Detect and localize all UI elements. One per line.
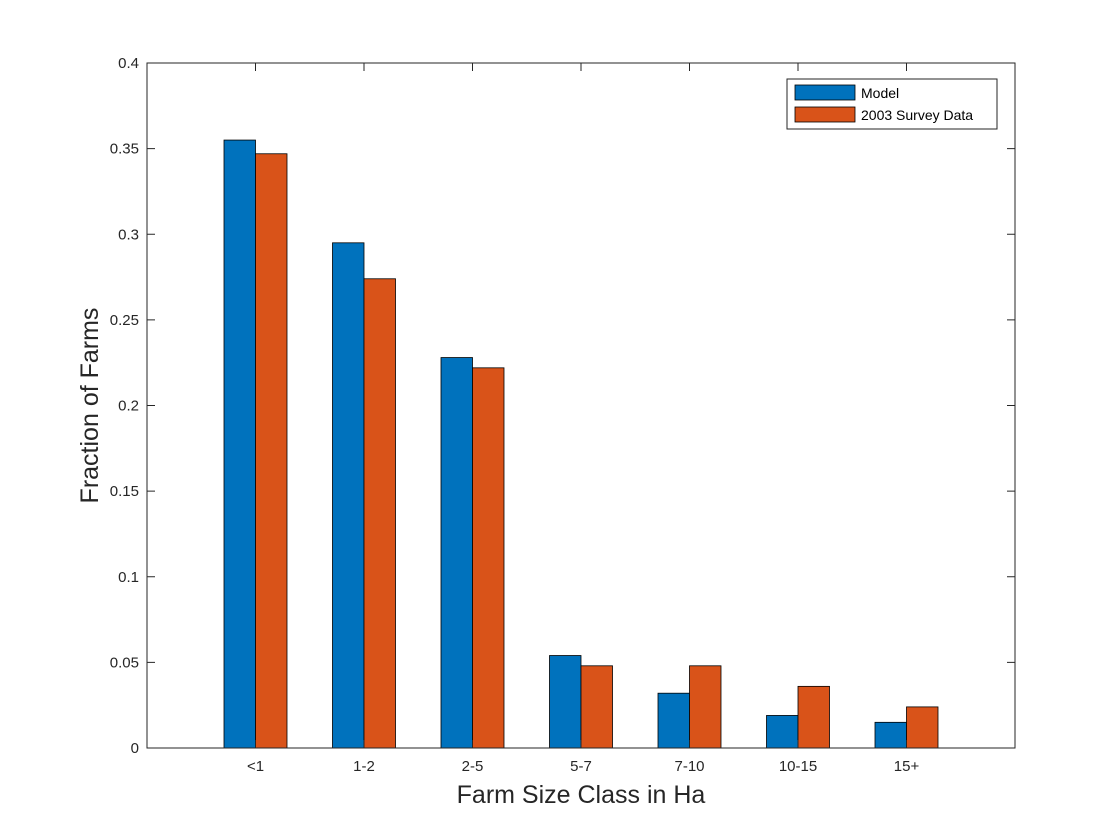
bar-model-6	[874, 721, 907, 749]
x-tick-label: 7-10	[674, 758, 704, 775]
bar-survey-3	[580, 665, 613, 749]
x-tick-label: 10-15	[779, 758, 817, 775]
bar-model-2	[440, 357, 473, 749]
x-tick-label: 2-5	[462, 758, 484, 775]
y-tick-label: 0.35	[110, 141, 139, 158]
x-tick-label: <1	[247, 758, 264, 775]
bar-model-1	[332, 242, 365, 749]
y-tick-label: 0.3	[118, 226, 139, 243]
y-tick-label: 0.25	[110, 312, 139, 329]
bar-model-4	[657, 692, 690, 749]
y-tick-label: 0.2	[118, 398, 139, 415]
x-tick-label: 1-2	[353, 758, 375, 775]
bar-group	[223, 139, 939, 749]
legend: Model 2003 Survey Data	[786, 78, 998, 130]
axis-ticks	[147, 62, 1015, 749]
y-tick-label: 0.1	[118, 569, 139, 586]
axis-tick-labels: 0 0.05 0.1 0.15 0.2 0.25 0.3 0.35 0.4 <1 1-2 2-5 5-7…	[110, 55, 920, 775]
bar-survey-6	[906, 706, 939, 749]
y-axis-title: Fraction of Farms	[76, 308, 104, 504]
legend-swatch-0	[794, 84, 856, 101]
legend-label-1: 2003 Survey Data	[861, 107, 973, 123]
y-tick-label: 0.15	[110, 483, 139, 500]
x-tick-label: 5-7	[570, 758, 592, 775]
bar-model-0	[223, 139, 256, 749]
bar-survey-0	[255, 153, 288, 749]
y-tick-label: 0	[131, 740, 139, 757]
bar-survey-4	[689, 665, 722, 749]
bar-model-3	[549, 655, 582, 749]
bar-survey-1	[363, 278, 396, 749]
bar-model-5	[766, 715, 799, 749]
y-tick-label: 0.05	[110, 654, 139, 671]
legend-label-0: Model	[861, 85, 899, 101]
bar-survey-2	[472, 367, 505, 749]
legend-swatch-1	[794, 106, 856, 123]
x-axis-title: Farm Size Class in Ha	[457, 781, 706, 809]
y-tick-label: 0.4	[118, 55, 139, 72]
x-tick-label: 15+	[894, 758, 920, 775]
bar-survey-5	[797, 685, 830, 749]
